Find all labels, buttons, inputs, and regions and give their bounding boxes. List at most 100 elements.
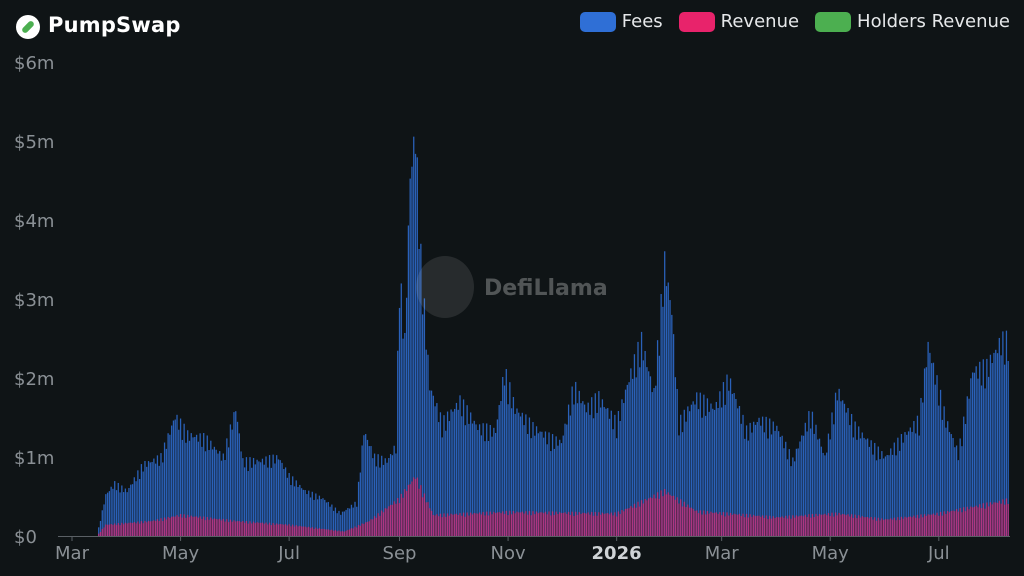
fees-bar (105, 494, 107, 536)
revenue-bar (822, 514, 824, 536)
fees-bar (786, 459, 789, 536)
revenue-bar (874, 517, 876, 536)
revenue-bar (902, 518, 904, 536)
fees-bar (484, 441, 486, 536)
revenue-bar (316, 528, 319, 536)
revenue-bar (405, 491, 408, 536)
revenue-bar (292, 524, 294, 536)
revenue-bar (190, 515, 192, 536)
fees-bar (728, 390, 730, 536)
fees-bar (640, 331, 643, 536)
fees-bar (955, 445, 958, 536)
revenue-bar (345, 530, 347, 536)
revenue-bar (906, 517, 908, 536)
fees-bar (429, 390, 431, 536)
fees-bar (899, 450, 901, 536)
revenue-bar (847, 514, 849, 536)
fees-bar (496, 419, 499, 536)
revenue-bar (628, 508, 630, 536)
revenue-bar (932, 513, 935, 536)
fees-bar (797, 448, 799, 536)
fees-bar (653, 388, 655, 536)
revenue-bar (438, 516, 440, 536)
legend-item-revenue[interactable]: Revenue (678, 11, 799, 32)
fees-bar (338, 510, 340, 536)
revenue-bar (194, 516, 196, 536)
revenue-bar (950, 510, 952, 536)
fees-bar (156, 455, 159, 536)
pumpswap-logo-icon (16, 15, 40, 39)
fees-bar (195, 434, 198, 536)
revenue-bar (795, 515, 798, 536)
fees-bar (115, 490, 118, 536)
fees-bar (726, 374, 728, 536)
fees-bar (172, 420, 175, 536)
revenue-bar (717, 513, 719, 536)
legend-item-fees[interactable]: Fees (579, 11, 663, 32)
fees-bar (760, 425, 762, 536)
fees-bar (320, 499, 322, 536)
fees-bar (174, 419, 176, 536)
fees-bar (598, 391, 600, 536)
revenue-bar (276, 523, 278, 536)
fees-bar (721, 407, 723, 536)
revenue-bar (931, 514, 933, 536)
fees-bar (117, 482, 119, 536)
fees-bar (370, 446, 372, 536)
x-tick-label: May (162, 543, 200, 564)
fees-bar (619, 421, 621, 536)
revenue-bar (462, 512, 465, 536)
fees-bar (941, 419, 943, 536)
fees-bar (220, 460, 223, 536)
revenue-bar (258, 522, 260, 536)
fees-bar (957, 460, 960, 536)
revenue-bar (603, 513, 605, 536)
revenue-bar (535, 511, 538, 536)
fees-bar (806, 431, 808, 536)
fees-bar (422, 314, 424, 536)
fees-bar (334, 507, 337, 536)
revenue-bar (222, 518, 224, 536)
revenue-bar (422, 497, 424, 536)
legend-swatch-fees (579, 11, 616, 32)
x-tick-label: Jul (277, 543, 300, 564)
revenue-bar (806, 516, 808, 536)
revenue-bar (923, 514, 926, 536)
fees-bar (810, 428, 812, 536)
fees-bar (610, 410, 612, 536)
fees-bar (192, 437, 194, 536)
revenue-bar (925, 515, 927, 536)
revenue-bar (537, 513, 539, 536)
revenue-bar (913, 515, 915, 536)
fees-bar (397, 350, 399, 536)
revenue-bar (726, 512, 728, 536)
revenue-bar (986, 502, 988, 536)
revenue-bar (918, 518, 920, 536)
revenue-bar (852, 517, 855, 536)
revenue-bar (744, 517, 746, 536)
revenue-bar (573, 515, 575, 536)
fees-bar (256, 459, 258, 536)
revenue-bar (970, 506, 972, 536)
revenue-bar (98, 533, 100, 536)
fees-bar (112, 488, 114, 536)
revenue-bar (420, 485, 422, 536)
fees-bar (995, 349, 997, 536)
fees-bar (475, 424, 477, 536)
fees-bar (345, 509, 347, 536)
revenue-bar (215, 518, 217, 536)
fees-bar (516, 408, 518, 536)
fees-bar (817, 439, 819, 536)
fees-bar (144, 460, 146, 536)
revenue-bar (423, 493, 426, 536)
revenue-bar (559, 512, 561, 536)
legend-item-holders-revenue[interactable]: Holders Revenue (815, 11, 1010, 32)
fees-bar (391, 455, 394, 536)
revenue-bar (304, 526, 306, 536)
revenue-bar (890, 518, 892, 536)
fees-bar (729, 378, 732, 536)
revenue-bar (528, 511, 531, 536)
fees-bar (171, 425, 173, 536)
fees-bar (697, 409, 700, 536)
revenue-bar (503, 514, 506, 536)
